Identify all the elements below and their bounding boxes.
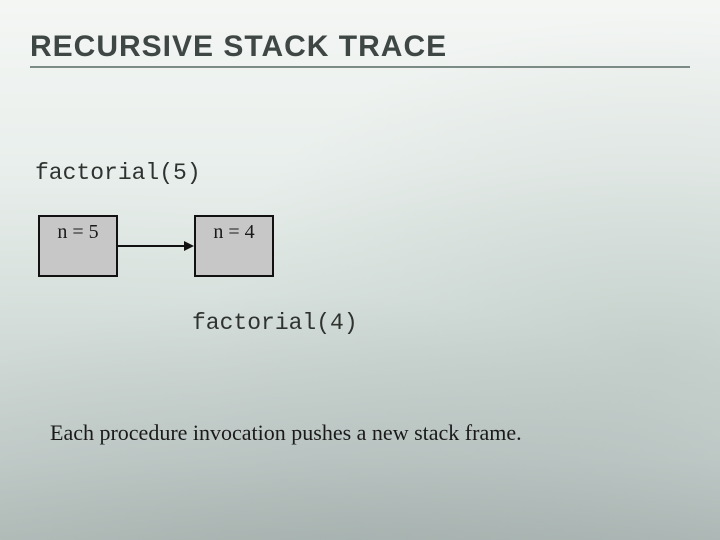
arrow-icon	[118, 215, 194, 277]
stack-frames-row: n = 5 n = 4	[38, 215, 274, 277]
slide: RECURSIVE STACK TRACE factorial(5) n = 5…	[0, 0, 720, 540]
stack-frame: n = 4	[194, 215, 274, 277]
stack-frame: n = 5	[38, 215, 118, 277]
frame-label: n = 4	[213, 221, 254, 244]
title-underline: RECURSIVE STACK TRACE	[30, 30, 690, 68]
call-label-1: factorial(5)	[35, 160, 201, 186]
caption-text: Each procedure invocation pushes a new s…	[50, 420, 522, 446]
frame-label: n = 5	[57, 221, 98, 244]
slide-title: RECURSIVE STACK TRACE	[30, 30, 690, 64]
call-label-2: factorial(4)	[192, 310, 358, 336]
